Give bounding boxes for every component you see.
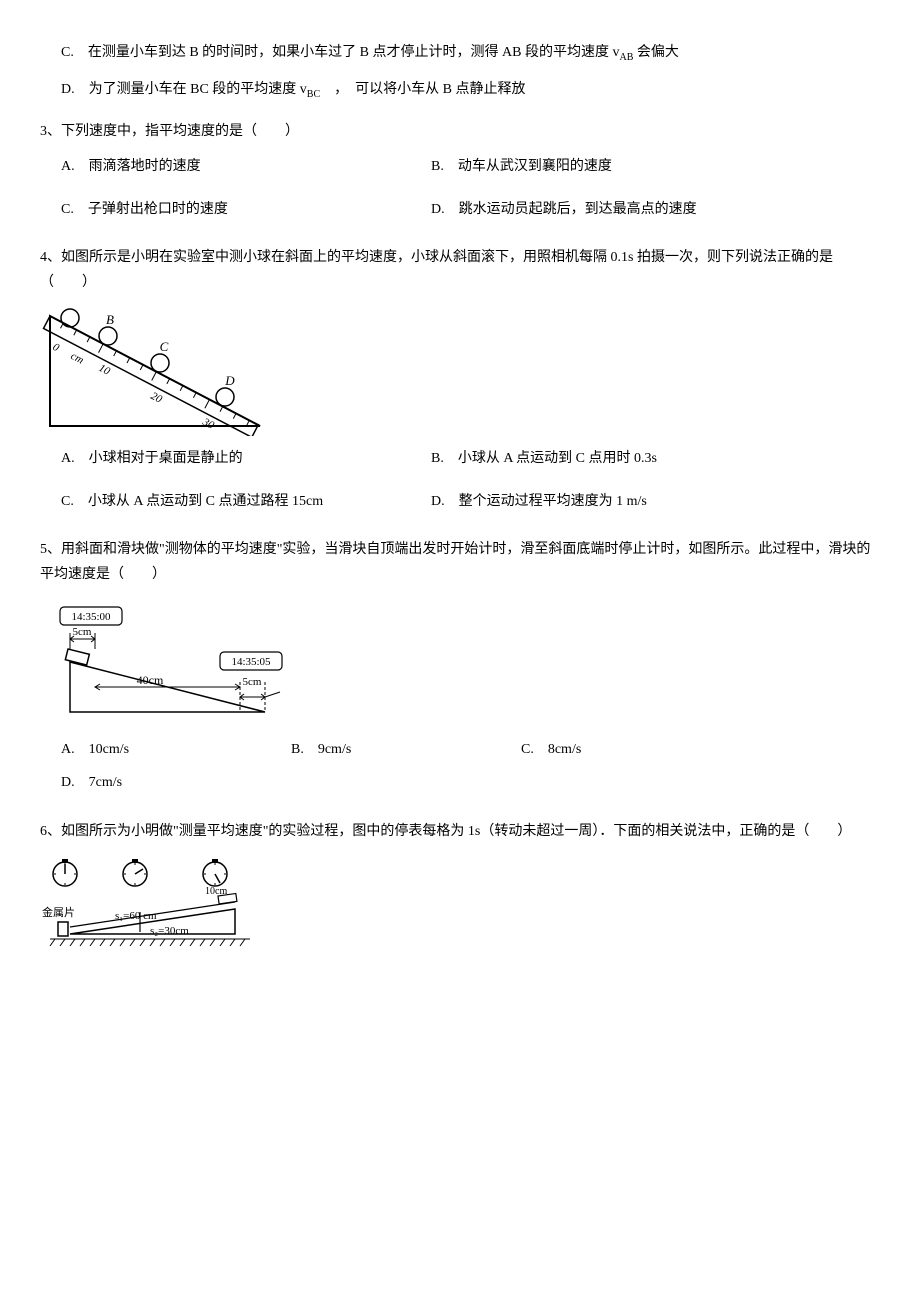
ruler-10: 10: [97, 362, 113, 378]
label-b: B: [106, 312, 114, 327]
subscript: BC: [307, 89, 320, 100]
question-6-stem: 6、如图所示为小明做"测量平均速度"的实验过程，图中的停表每格为 1s（转动未超…: [40, 819, 880, 844]
ground-hatch: [50, 939, 250, 946]
time2-text: 14:35:05: [231, 656, 271, 668]
ball-b: [99, 327, 117, 345]
q3-option-b: B. 动车从武汉到襄阳的速度: [431, 154, 771, 179]
q3-option-c: C. 子弹射出枪口时的速度: [61, 197, 401, 222]
time1-text: 14:35:00: [71, 611, 111, 623]
ruler-cm: cm: [69, 350, 86, 367]
q4-figure: A B C D 0 cm 10 20 30: [40, 306, 270, 436]
q3-option-d: D. 跳水运动员起跳后，到达最高点的速度: [431, 197, 771, 222]
question-4: 4、如图所示是小明在实验室中测小球在斜面上的平均速度，小球从斜面滚下，用照相机每…: [40, 245, 880, 522]
q5-figure: 14:35:00 14:35:05 5cm 40cm: [40, 597, 300, 727]
label-c: C: [160, 339, 169, 354]
question-3: 3、下列速度中，指平均速度的是（ ） A. 雨滴落地时的速度 B. 动车从武汉到…: [40, 119, 880, 231]
s1-label: s₁=60 cm: [115, 910, 157, 922]
q4-option-d: D. 整个运动过程平均速度为 1 m/s: [431, 489, 771, 514]
q5-option-b: B. 9cm/s: [291, 737, 491, 762]
subscript: AB: [619, 52, 633, 63]
text-tail: ， 可以将小车从 B 点静止释放: [320, 82, 525, 97]
ball-a: [61, 309, 79, 327]
q5-option-a: A. 10cm/s: [61, 737, 261, 762]
q4-option-c: C. 小球从 A 点运动到 C 点通过路程 15cm: [61, 489, 401, 514]
label-d: D: [224, 373, 235, 388]
dim-r-lead: [265, 692, 280, 697]
mark-10cm: 10cm: [205, 886, 227, 897]
question-5-stem: 5、用斜面和滑块做"测物体的平均速度"实验，当滑块自顶端出发时开始计时，滑至斜面…: [40, 537, 880, 587]
ball-c: [151, 354, 169, 372]
text-part: C. 在测量小车到达 B 的时间时，如果小车过了 B 点才停止计时，测得 AB …: [61, 45, 619, 60]
question-4-stem: 4、如图所示是小明在实验室中测小球在斜面上的平均速度，小球从斜面滚下，用照相机每…: [40, 245, 880, 295]
ruler-0: 0: [51, 341, 62, 354]
metal-plate: [58, 922, 68, 936]
question-5: 5、用斜面和滑块做"测物体的平均速度"实验，当滑块自顶端出发时开始计时，滑至斜面…: [40, 537, 880, 804]
text-tail: 会偏大: [633, 45, 679, 60]
ruler-20: 20: [149, 390, 165, 406]
s2-label: s₂=30cm: [150, 925, 189, 937]
stopwatch-1-icon: [53, 859, 77, 886]
prev-option-d: D. 为了测量小车在 BC 段的平均速度 vBC ， 可以将小车从 B 点静止释…: [40, 77, 880, 104]
question-3-stem: 3、下列速度中，指平均速度的是（ ）: [40, 119, 880, 144]
text-part: D. 为了测量小车在 BC 段的平均速度 v: [61, 82, 307, 97]
q4-option-a: A. 小球相对于桌面是静止的: [61, 446, 401, 471]
block: [65, 649, 89, 665]
question-6: 6、如图所示为小明做"测量平均速度"的实验过程，图中的停表每格为 1s（转动未超…: [40, 819, 880, 959]
prev-option-c: C. 在测量小车到达 B 的时间时，如果小车过了 B 点才停止计时，测得 AB …: [40, 40, 880, 67]
stopwatch-3-icon: [203, 859, 227, 886]
q6-figure: 金属片 s₁=60 cm s₂=30cm 10cm: [40, 854, 260, 959]
dim-top-label: 5cm: [73, 626, 92, 638]
dim-r-label: 5cm: [243, 676, 262, 688]
stopwatch-2-icon: [123, 859, 147, 886]
q4-option-b: B. 小球从 A 点运动到 C 点用时 0.3s: [431, 446, 771, 471]
label-a: A: [65, 306, 74, 309]
metal-label: 金属片: [42, 905, 75, 919]
dim-mid-label: 40cm: [137, 673, 164, 687]
ball-d: [216, 388, 234, 406]
q5-option-c: C. 8cm/s: [521, 737, 721, 762]
q5-option-d: D. 7cm/s: [61, 770, 261, 795]
q3-option-a: A. 雨滴落地时的速度: [61, 154, 401, 179]
